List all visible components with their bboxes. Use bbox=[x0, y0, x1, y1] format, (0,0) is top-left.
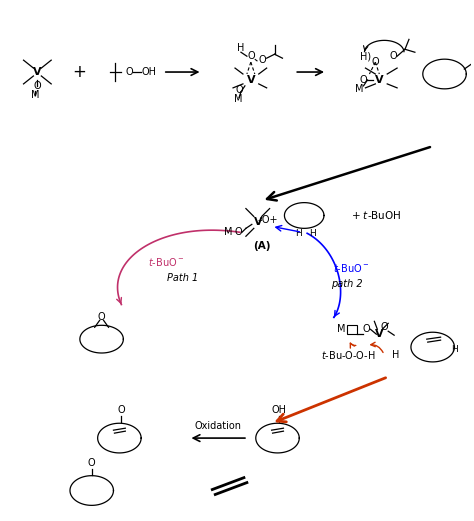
Text: –O+: –O+ bbox=[257, 215, 278, 226]
Text: $t$-Bu-O-O-H: $t$-Bu-O-O-H bbox=[321, 349, 376, 361]
Text: V: V bbox=[33, 67, 42, 77]
FancyArrowPatch shape bbox=[350, 343, 356, 348]
Text: H): H) bbox=[360, 51, 371, 61]
Text: O: O bbox=[98, 313, 105, 322]
Text: V: V bbox=[375, 329, 383, 339]
Text: OH: OH bbox=[142, 67, 156, 77]
Text: H: H bbox=[392, 350, 400, 360]
Text: O: O bbox=[88, 458, 96, 468]
Text: H: H bbox=[309, 229, 316, 238]
Text: M: M bbox=[356, 84, 364, 94]
Text: O: O bbox=[118, 405, 125, 415]
Text: H: H bbox=[237, 43, 245, 53]
Text: OH: OH bbox=[272, 405, 287, 415]
Text: V: V bbox=[375, 75, 383, 85]
Text: M: M bbox=[337, 324, 345, 334]
Text: O: O bbox=[247, 51, 255, 61]
Text: H: H bbox=[451, 344, 458, 354]
Text: V: V bbox=[246, 75, 255, 85]
Text: O: O bbox=[363, 324, 370, 334]
Text: (A): (A) bbox=[253, 241, 271, 251]
Text: Oxidation: Oxidation bbox=[195, 421, 242, 431]
Bar bbox=[346, 325, 356, 334]
Text: O: O bbox=[126, 67, 133, 77]
Text: M: M bbox=[31, 90, 40, 100]
Text: $t$-BuO$^-$: $t$-BuO$^-$ bbox=[148, 256, 184, 268]
Text: Path 1: Path 1 bbox=[167, 273, 198, 283]
Text: + $t$-BuOH: + $t$-BuOH bbox=[351, 209, 401, 221]
Text: H: H bbox=[295, 229, 301, 238]
Text: O: O bbox=[372, 57, 379, 67]
Text: +: + bbox=[72, 63, 86, 81]
Text: $t$-BuO$^-$: $t$-BuO$^-$ bbox=[332, 262, 369, 274]
Text: O: O bbox=[34, 81, 41, 91]
Text: V: V bbox=[254, 217, 262, 227]
FancyArrowPatch shape bbox=[371, 342, 383, 353]
Text: O: O bbox=[234, 227, 242, 237]
Text: O: O bbox=[389, 51, 397, 61]
Text: M: M bbox=[234, 94, 242, 104]
Text: O: O bbox=[235, 85, 243, 95]
Text: path 2: path 2 bbox=[331, 279, 363, 289]
Text: O: O bbox=[381, 322, 388, 332]
Text: M: M bbox=[224, 227, 232, 237]
Text: O: O bbox=[259, 55, 266, 65]
Text: O: O bbox=[360, 75, 367, 85]
